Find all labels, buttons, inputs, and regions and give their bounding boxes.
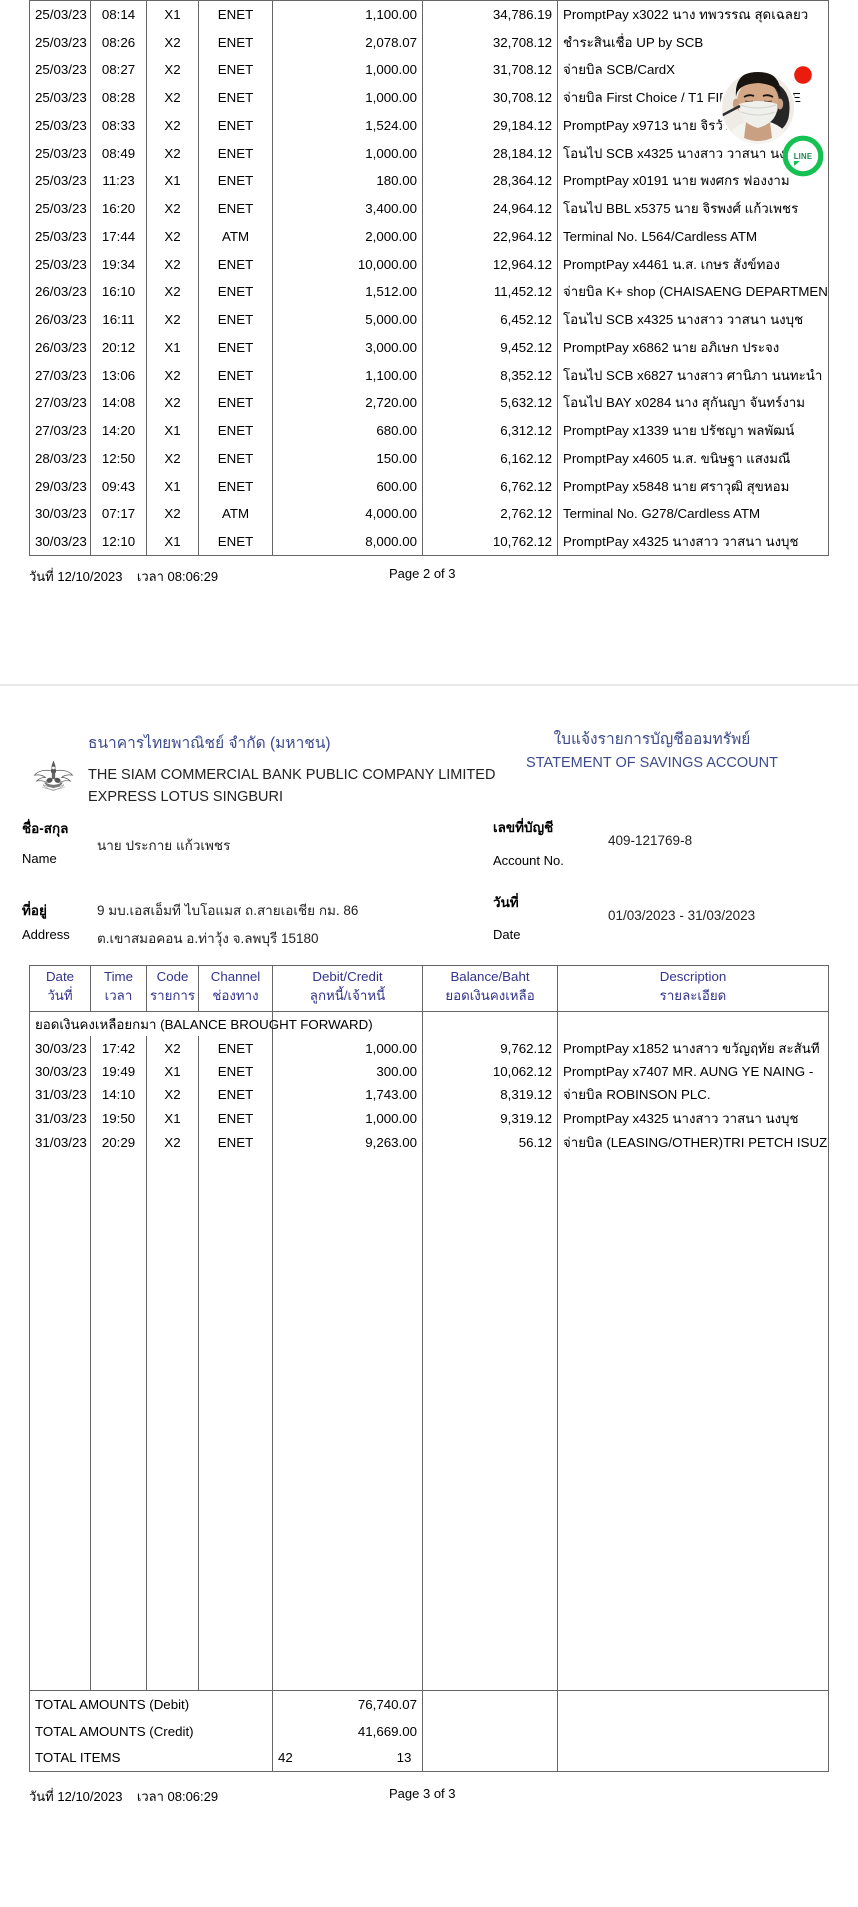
svg-text:LINE: LINE [794,152,813,161]
